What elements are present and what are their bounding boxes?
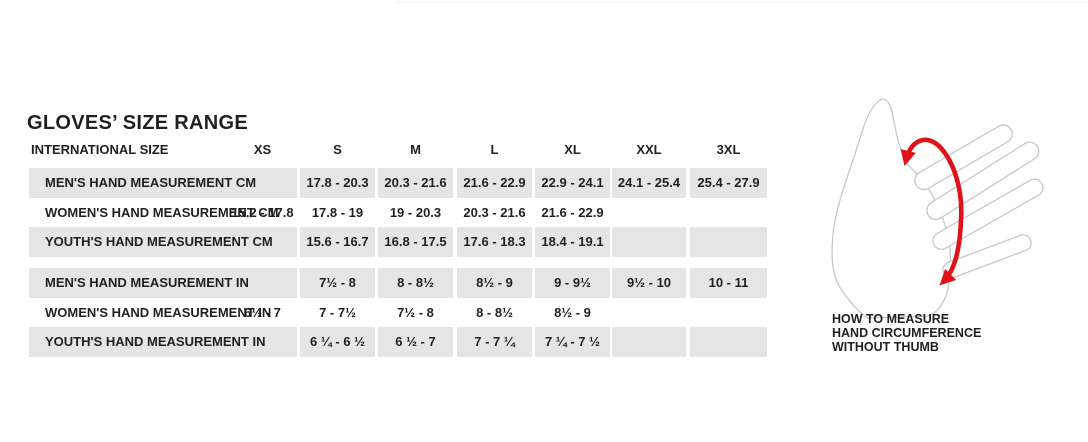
- size-value: 24.1 - 25.4: [612, 168, 686, 198]
- size-value: 6 ½ - 7: [378, 327, 453, 357]
- size-value: 17.8 - 19: [311, 205, 364, 220]
- table-row-men-in: MEN'S HAND MEASUREMENT IN 7½ - 8 8 - 8½ …: [0, 268, 800, 298]
- size-value: 16.8 - 17.5: [378, 227, 453, 257]
- size-value: 15.6 - 16.7: [300, 227, 375, 257]
- size-value: 25.4 - 27.9: [690, 168, 767, 198]
- size-value: 20.3 - 21.6: [463, 205, 526, 220]
- international-size-header: INTERNATIONAL SIZE: [31, 142, 169, 157]
- circumference-arrow-icon: [900, 137, 964, 286]
- size-value: 6½ - 7: [244, 305, 281, 320]
- size-value: 18.4 - 19.1: [535, 227, 610, 257]
- page-title: GLOVES’ SIZE RANGE: [27, 112, 248, 135]
- size-value: 7½ - 8: [300, 268, 375, 298]
- size-value: 10 - 11: [690, 268, 767, 298]
- row-label: MEN'S HAND MEASUREMENT CM: [29, 168, 297, 198]
- table-row-men-cm: MEN'S HAND MEASUREMENT CM 17.8 - 20.3 20…: [0, 168, 800, 198]
- hand-measurement-illustration: [831, 98, 1044, 319]
- table-row-women-cm: 15.2 - 17.8 WOMEN'S HAND MEASUREMENT CM …: [0, 198, 800, 228]
- table-row-youth-in: YOUTH'S HAND MEASUREMENT IN 6 ¼ - 6 ½ 6 …: [0, 327, 800, 357]
- size-value: 8½ - 9: [457, 268, 532, 298]
- size-value: 9 - 9½: [535, 268, 610, 298]
- size-header-l: L: [490, 142, 499, 157]
- empty-cell: [612, 227, 686, 257]
- size-header-3xl: 3XL: [716, 142, 741, 157]
- size-value: 20.3 - 21.6: [378, 168, 453, 198]
- size-value: 7 ¼ - 7 ½: [535, 327, 610, 357]
- measure-instruction-line: HOW TO MEASURE: [832, 312, 950, 326]
- size-value: 7 - 7½: [319, 305, 356, 320]
- row-label: WOMEN'S HAND MEASUREMENT IN: [45, 305, 272, 320]
- size-value: 21.6 - 22.9: [457, 168, 532, 198]
- size-value: 6 ¼ - 6 ½: [300, 327, 375, 357]
- top-divider-line: [396, 2, 1088, 3]
- size-header-s: S: [333, 142, 342, 157]
- measure-instruction: HOW TO MEASURE HAND CIRCUMFERENCE WITHOU…: [832, 312, 981, 354]
- measure-instruction-line: HAND CIRCUMFERENCE: [832, 326, 982, 340]
- row-label: WOMEN'S HAND MEASUREMENT CM: [45, 205, 279, 220]
- size-value: 22.9 - 24.1: [535, 168, 610, 198]
- size-header-xs: XS: [253, 142, 272, 157]
- row-label: YOUTH'S HAND MEASUREMENT CM: [29, 227, 297, 257]
- size-value: 7 - 7 ¼: [457, 327, 532, 357]
- size-value: 21.6 - 22.9: [541, 205, 604, 220]
- size-value: 17.6 - 18.3: [457, 227, 532, 257]
- size-value: 19 - 20.3: [389, 205, 442, 220]
- measure-instruction-line: WITHOUT THUMB: [832, 340, 939, 354]
- size-value: 9½ - 10: [612, 268, 686, 298]
- table-row-youth-cm: YOUTH'S HAND MEASUREMENT CM 15.6 - 16.7 …: [0, 227, 800, 257]
- empty-cell: [690, 227, 767, 257]
- empty-cell: [690, 327, 767, 357]
- size-value: 8 - 8½: [476, 305, 513, 320]
- size-header-xl: XL: [564, 142, 581, 157]
- size-value: 7½ - 8: [397, 305, 434, 320]
- size-header-xxl: XXL: [636, 142, 662, 157]
- size-value: 8 - 8½: [378, 268, 453, 298]
- size-value: 15.2 - 17.8: [231, 205, 294, 220]
- row-label: YOUTH'S HAND MEASUREMENT IN: [29, 327, 297, 357]
- table-row-women-in: 6½ - 7 WOMEN'S HAND MEASUREMENT IN 7 - 7…: [0, 298, 800, 328]
- row-label: MEN'S HAND MEASUREMENT IN: [29, 268, 297, 298]
- size-value: 17.8 - 20.3: [300, 168, 375, 198]
- empty-cell: [612, 327, 686, 357]
- size-header-m: M: [410, 142, 421, 157]
- size-value: 8½ - 9: [554, 305, 591, 320]
